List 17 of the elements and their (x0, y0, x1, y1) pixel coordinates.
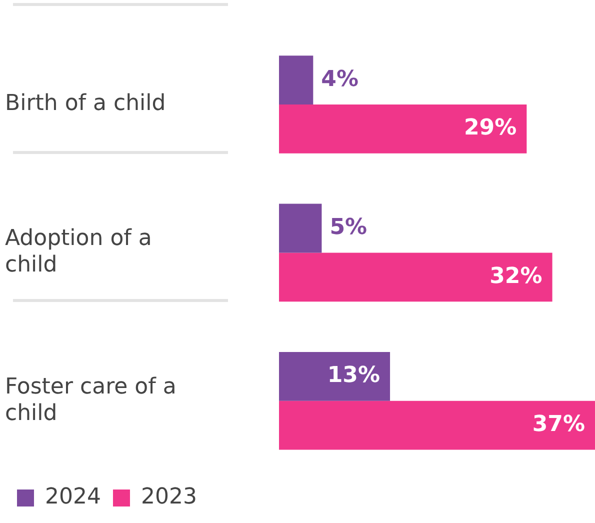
data-label: 4% (321, 66, 359, 92)
bar (279, 204, 322, 253)
y-tick-label: Foster care of a child (5, 374, 176, 426)
bar (279, 56, 314, 104)
legend-label: 2023 (140, 484, 197, 510)
bar (279, 104, 527, 154)
data-label: 32% (490, 264, 542, 289)
data-label: 5% (330, 214, 368, 240)
data-label: 29% (464, 116, 517, 141)
y-tick-label: Adoption of a child (5, 226, 152, 278)
data-label: 37% (532, 412, 585, 438)
y-tick-label: Birth of a child (5, 91, 166, 116)
legend-label: 2024 (45, 484, 101, 510)
bar (279, 400, 595, 450)
bar (279, 252, 552, 302)
data-label: 13% (327, 363, 380, 388)
bar (279, 352, 390, 401)
